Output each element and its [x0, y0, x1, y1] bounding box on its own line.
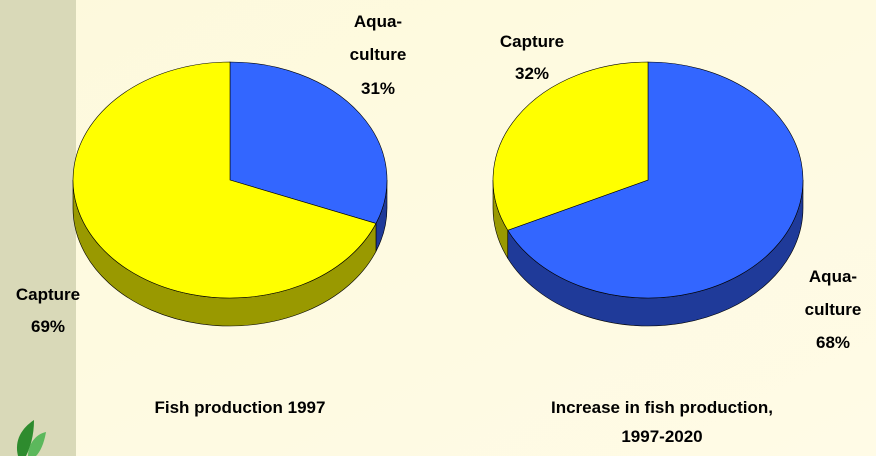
slice-value-label: 68% [816, 333, 850, 352]
logo [16, 420, 46, 456]
slice-label: Aqua-culture [350, 12, 407, 64]
pie-slice [507, 61, 804, 299]
side-strip [0, 0, 76, 456]
slice-label: Capture [16, 285, 80, 304]
pie-slice [72, 61, 377, 299]
slice-value-label: 69% [31, 317, 65, 336]
chart-title: Increase in fish production, 1997-2020 [551, 398, 773, 446]
pie-slice [492, 61, 649, 231]
slice-value-label: 31% [361, 79, 395, 98]
slice-label: Aqua-culture [805, 267, 862, 319]
slice-label: Capture [500, 32, 564, 51]
chart-title: Fish production 1997 [155, 398, 326, 417]
slice-value-label: 32% [515, 64, 549, 83]
pie-slice [229, 61, 388, 224]
